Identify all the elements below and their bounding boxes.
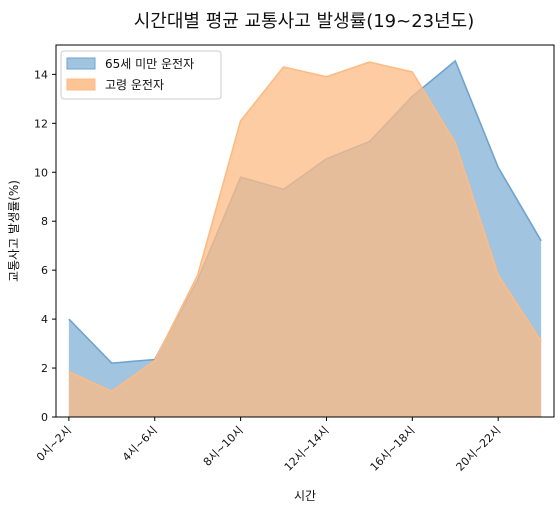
y-tick-label: 10 xyxy=(34,166,48,179)
area-series-1 xyxy=(68,62,542,417)
y-axis-label: 교통사고 발생률(%) xyxy=(7,180,21,282)
y-tick-label: 2 xyxy=(41,362,48,375)
legend-swatch-series-1 xyxy=(66,78,96,91)
legend-box xyxy=(60,50,222,100)
x-axis-label: 시간 xyxy=(294,489,316,503)
legend-swatch-series-0 xyxy=(66,57,96,70)
legend-label-series-1: 고령 운전자 xyxy=(105,78,164,92)
x-tick-label: 0시~2시 xyxy=(34,424,74,464)
y-tick-label: 14 xyxy=(34,68,48,81)
y-tick-label: 6 xyxy=(41,264,48,277)
y-tick-label: 4 xyxy=(41,313,48,326)
x-tick-label: 20시~22시 xyxy=(453,424,503,474)
line-series-1 xyxy=(68,61,542,393)
series-areas xyxy=(68,59,542,417)
x-tick-label: 4시~6시 xyxy=(120,424,160,464)
y-tick-label: 12 xyxy=(34,117,48,130)
y-tick-label: 0 xyxy=(41,411,48,424)
x-tick-label: 8시~10시 xyxy=(201,424,246,469)
y-tick-label: 8 xyxy=(41,215,48,228)
x-tick-label: 12시~14시 xyxy=(282,424,332,474)
chart-title: 시간대별 평균 교통사고 발생률(19~23년도) xyxy=(134,11,475,32)
legend-label-series-0: 65세 미만 운전자 xyxy=(105,57,194,71)
y-axis: 0 2 4 6 8 10 12 14 xyxy=(34,68,56,424)
plot-frame xyxy=(55,44,555,418)
x-tick-label: 16시~18시 xyxy=(368,424,418,474)
x-axis: 0시~2시 4시~6시 8시~10시 12시~14시 16시~18시 20시~22시 xyxy=(34,417,503,474)
legend: 65세 미만 운전자 고령 운전자 xyxy=(60,50,222,100)
